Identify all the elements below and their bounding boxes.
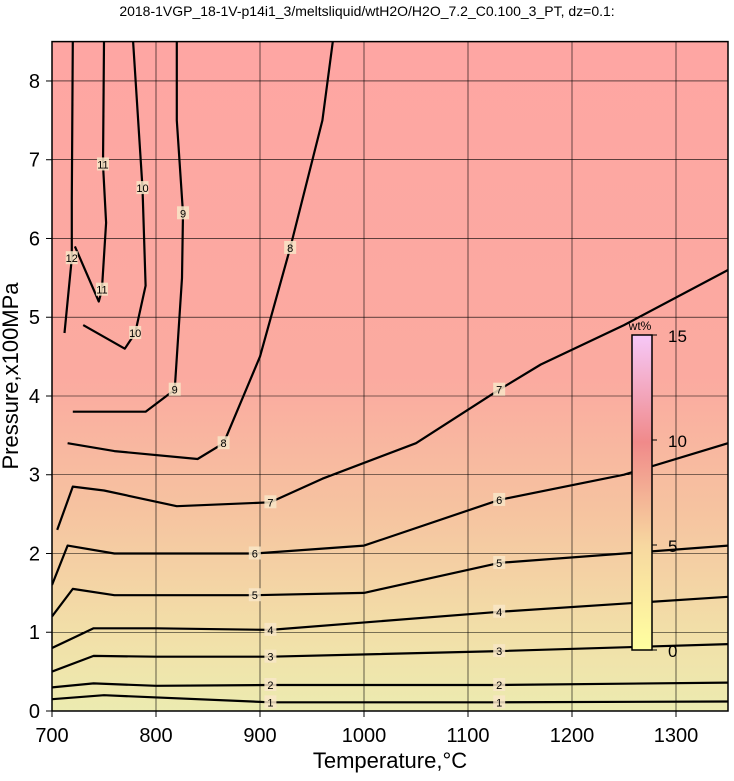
- colorbar-tick-label: 5: [668, 537, 677, 556]
- contour-label-bg: [493, 678, 506, 692]
- contour-line: [52, 643, 728, 673]
- contour-label: 11: [96, 285, 107, 297]
- contour-label: 11: [97, 159, 108, 171]
- colorbar-tick-label: 10: [668, 432, 687, 451]
- contour-line: [52, 544, 728, 618]
- colorbar-label: wt%: [628, 319, 652, 333]
- contour-label: 2: [267, 680, 273, 692]
- contour-line: [73, 41, 108, 303]
- x-tick-label: 1000: [342, 725, 387, 747]
- contour-label: 2: [496, 680, 502, 692]
- y-tick-label: 5: [29, 307, 40, 329]
- contour-label-bg: [493, 604, 506, 618]
- contour-label-bg: [493, 695, 506, 709]
- contour-label: 5: [252, 590, 258, 602]
- x-tick-label: 700: [35, 725, 68, 747]
- colorbar-fill: [631, 334, 653, 651]
- contour-label: 3: [496, 646, 502, 658]
- plot-area: [52, 41, 728, 712]
- colorbar: wt% 0 5 10 15: [628, 319, 687, 661]
- contour-label-bg: [493, 555, 506, 569]
- y-tick-label: 0: [29, 701, 40, 723]
- contour-label-bg: [264, 495, 277, 509]
- x-tick-label: 1100: [446, 725, 489, 747]
- contour-label: 1: [267, 697, 273, 709]
- contour-line: [67, 41, 334, 461]
- colorbar-tick-label: 15: [668, 327, 687, 346]
- x-tick-label: 1300: [654, 725, 699, 747]
- contour-label: 9: [180, 208, 186, 220]
- contour-label: 7: [267, 497, 273, 509]
- chart-title: 2018-1VGP_18-1V-p14i1_3/meltsliquid/wtH2…: [119, 3, 614, 19]
- contour-line: [82, 41, 147, 350]
- contour-label-bg: [217, 436, 230, 450]
- y-tick-label: 3: [29, 465, 40, 487]
- contour-label-bg: [65, 251, 78, 265]
- contour-label-bg: [493, 382, 506, 396]
- contour-label: 9: [172, 385, 178, 397]
- colorbar-tick-label: 0: [668, 642, 677, 661]
- contour-label-bg: [96, 157, 109, 171]
- x-tick-label: 900: [243, 725, 276, 747]
- contour-label-bg: [264, 649, 277, 663]
- x-tick-label: 1200: [550, 725, 595, 747]
- contour-label: 10: [136, 183, 148, 195]
- contour-label-bg: [264, 695, 277, 709]
- contour-label: 6: [496, 495, 502, 507]
- contour-line: [52, 595, 728, 649]
- contour-label-bg: [177, 206, 190, 220]
- contour-label: 6: [252, 548, 258, 560]
- contour-label-bg: [493, 492, 506, 506]
- contour-label-bg: [95, 282, 108, 296]
- x-axis-label: Temperature,°C: [313, 748, 467, 773]
- contour-label: 10: [129, 328, 141, 340]
- contour-label: 3: [267, 652, 273, 664]
- contour-label: 1: [496, 697, 502, 709]
- contour-label-bg: [284, 240, 297, 254]
- contour-line: [72, 41, 185, 413]
- y-tick-label: 6: [29, 228, 40, 250]
- y-tick-label: 7: [29, 150, 40, 172]
- contour-label-bg: [264, 622, 277, 636]
- y-tick-label: 2: [29, 543, 40, 565]
- contour-label-bg: [264, 678, 277, 692]
- contour-label: 4: [496, 607, 502, 619]
- contour-label-bg: [168, 382, 181, 396]
- contour-line: [56, 269, 728, 531]
- contour-label: 8: [287, 243, 293, 255]
- contour-line: [52, 681, 728, 689]
- contour-label: 7: [496, 385, 502, 397]
- contour-label-bg: [493, 644, 506, 658]
- contour-label: 12: [66, 253, 78, 265]
- contour-label-bg: [136, 181, 149, 195]
- y-tick-label: 4: [29, 386, 40, 408]
- contour-label: 8: [221, 438, 227, 450]
- y-axis-label: Pressure,x100MPa: [0, 282, 23, 470]
- plot-frame: [51, 40, 729, 712]
- contour-label: 4: [267, 625, 273, 637]
- contour-label: 5: [496, 558, 502, 570]
- y-tick-label: 1: [29, 622, 40, 644]
- contour-label-bg: [129, 325, 142, 339]
- x-tick-label: 800: [139, 725, 172, 747]
- y-tick-label: 8: [29, 71, 40, 93]
- contour-line: [63, 41, 74, 334]
- contour-line: [52, 442, 728, 586]
- contour-label-bg: [248, 588, 261, 602]
- contour-label-bg: [248, 546, 261, 560]
